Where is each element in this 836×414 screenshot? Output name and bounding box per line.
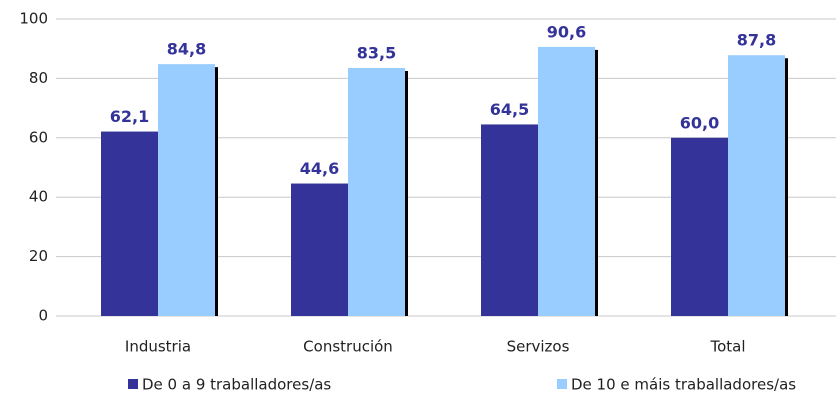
value-label: 44,6 — [300, 159, 339, 178]
bar — [728, 55, 785, 316]
bar — [671, 137, 728, 316]
legend-swatch — [557, 379, 567, 389]
bar — [348, 68, 405, 316]
x-tick-label: Construción — [303, 338, 393, 356]
y-tick-label: 40 — [29, 188, 48, 206]
y-tick-label: 100 — [19, 10, 48, 28]
x-tick-label: Total — [709, 338, 745, 356]
bar — [538, 46, 595, 316]
bar — [158, 64, 215, 316]
value-label: 84,8 — [167, 40, 206, 59]
bar-shadow — [785, 58, 788, 316]
bar-shadow — [405, 71, 408, 316]
value-label: 62,1 — [110, 107, 149, 126]
y-tick-label: 0 — [38, 307, 48, 325]
bar — [481, 124, 538, 316]
bar-shadow — [595, 49, 598, 316]
bar-shadow — [215, 67, 218, 316]
value-label: 87,8 — [737, 31, 776, 50]
legend-label: De 10 e máis traballadores/as — [571, 376, 796, 394]
legend-label: De 0 a 9 traballadores/as — [142, 376, 331, 394]
y-tick-label: 20 — [29, 247, 48, 265]
x-tick-label: Industria — [125, 338, 191, 356]
value-label: 60,0 — [680, 113, 719, 132]
y-tick-label: 60 — [29, 128, 48, 146]
value-label: 64,5 — [490, 100, 529, 119]
y-tick-label: 80 — [29, 69, 48, 87]
bar — [101, 131, 158, 316]
legend-swatch — [128, 379, 138, 389]
bar — [291, 183, 348, 316]
x-tick-label: Servizos — [507, 338, 570, 356]
value-label: 83,5 — [357, 44, 396, 63]
value-label: 90,6 — [547, 22, 586, 41]
